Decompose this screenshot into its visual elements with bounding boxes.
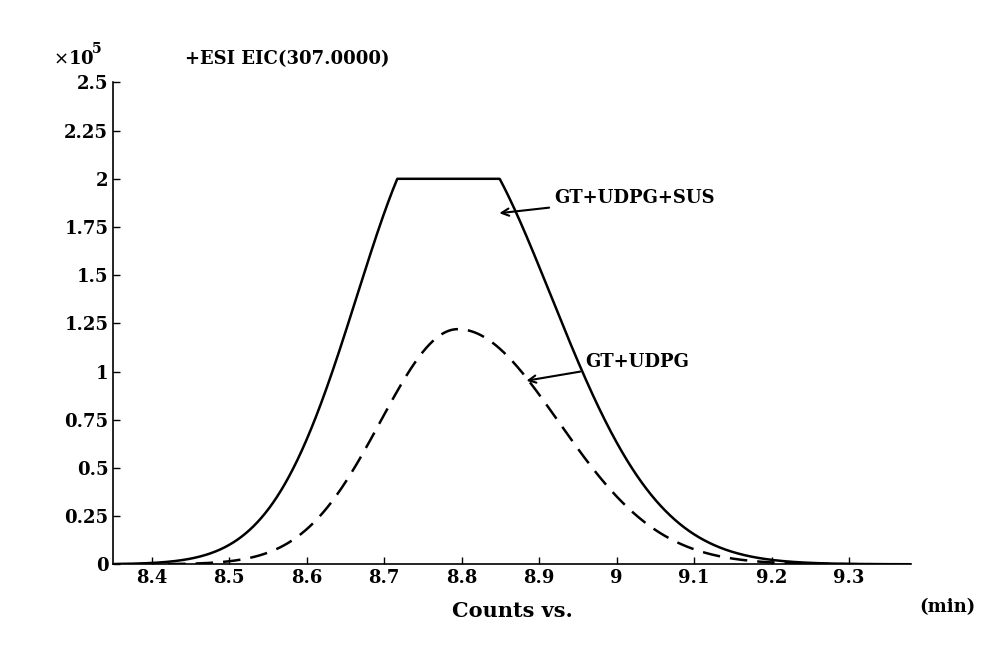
Text: GT+UDPG: GT+UDPG bbox=[529, 353, 690, 383]
Text: +ESI EIC(307.0000): +ESI EIC(307.0000) bbox=[185, 50, 389, 68]
Text: GT+UDPG+SUS: GT+UDPG+SUS bbox=[502, 189, 715, 215]
Text: (min): (min) bbox=[919, 598, 975, 616]
X-axis label: Counts vs.: Counts vs. bbox=[452, 601, 572, 621]
Text: $\times$10: $\times$10 bbox=[53, 50, 95, 68]
Text: 5: 5 bbox=[92, 42, 101, 56]
